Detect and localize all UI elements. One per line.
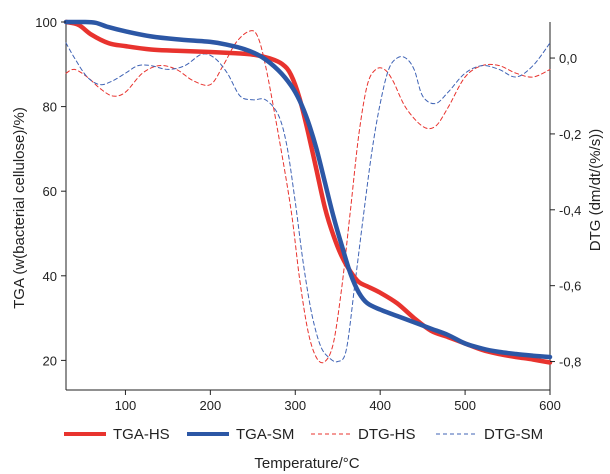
x-tick-label: 500 bbox=[454, 398, 476, 413]
x-tick-label: 400 bbox=[369, 398, 391, 413]
y-left-tick-label: 40 bbox=[43, 269, 57, 284]
x-tick-label: 100 bbox=[115, 398, 137, 413]
y-right-tick-label: -0,4 bbox=[559, 203, 581, 218]
x-axis-title: Temperature/°C bbox=[254, 455, 359, 472]
y-left-axis-title: TGA (w(bacterial cellulose)/%) bbox=[11, 107, 28, 309]
series-line-tga-hs bbox=[63, 19, 553, 365]
legend-label-dtg-hs: DTG-HS bbox=[358, 426, 416, 443]
legend-label-tga-sm: TGA-SM bbox=[236, 426, 294, 443]
series-line-dtg-sm bbox=[65, 42, 551, 363]
y-right-tick-label: -0,6 bbox=[559, 279, 581, 294]
legend-label-tga-hs: TGA-HS bbox=[113, 426, 170, 443]
legend-label-dtg-sm: DTG-SM bbox=[484, 426, 543, 443]
x-tick-label: 200 bbox=[199, 398, 221, 413]
x-tick-label: 300 bbox=[284, 398, 306, 413]
y-left-tick-label: 20 bbox=[43, 353, 57, 368]
y-right-axis-title: DTG (dm/dt/(%/s)) bbox=[587, 129, 604, 252]
axes-layer bbox=[65, 22, 551, 391]
y-left-tick-label: 60 bbox=[43, 184, 57, 199]
x-tick-label: 600 bbox=[539, 398, 561, 413]
ticks-layer: 100 200 300 400 500 600 20 40 60 80 100 0,0 -0,2 -0,4… bbox=[35, 15, 581, 413]
series-layer bbox=[63, 19, 553, 365]
y-left-tick-label: 80 bbox=[43, 100, 57, 115]
series-line-dtg-hs bbox=[65, 30, 551, 364]
y-right-tick-label: 0,0 bbox=[559, 51, 577, 66]
series-line-tga-sm bbox=[63, 19, 553, 360]
y-right-tick-label: -0,8 bbox=[559, 355, 581, 370]
y-left-tick-label: 100 bbox=[35, 15, 57, 30]
legend: TGA-HS TGA-SM DTG-HS DTG-SM bbox=[64, 426, 543, 443]
y-right-tick-label: -0,2 bbox=[559, 127, 581, 142]
